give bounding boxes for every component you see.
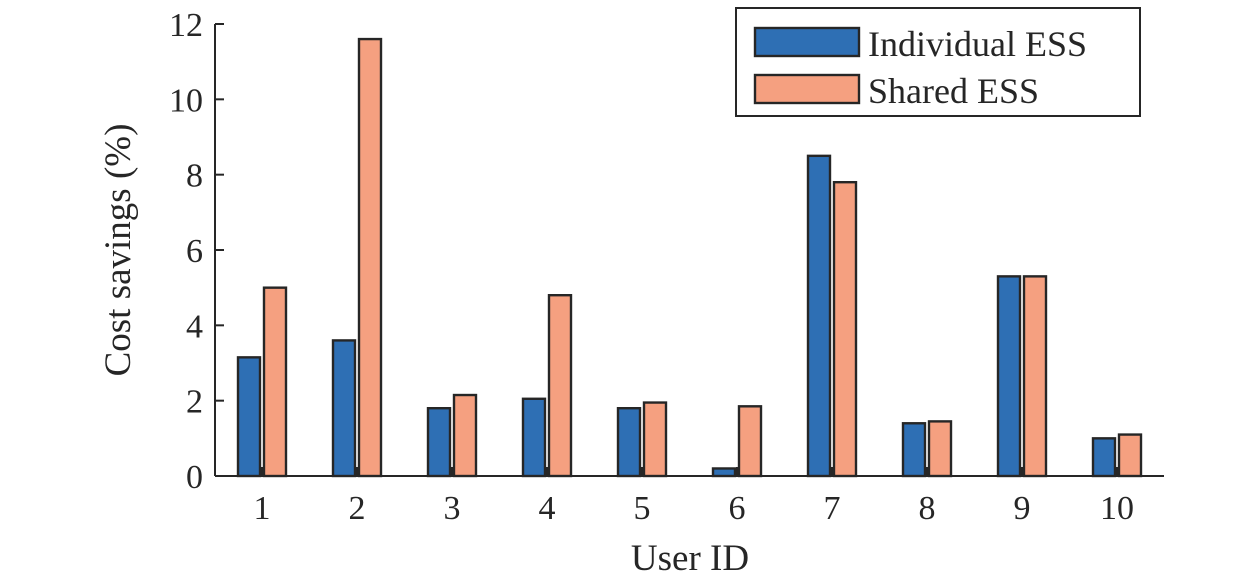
bar-individual-ess-user-7	[806, 154, 832, 478]
bar-shared-ess-user-5	[642, 401, 668, 478]
bar-shared-ess-user-6	[737, 405, 763, 478]
legend-label-individual-ess: Individual ESS	[868, 24, 1087, 64]
y-tick-label: 8	[186, 158, 203, 195]
bar-shared-ess-user-3	[452, 393, 478, 478]
bar-individual-ess-user-10	[1091, 437, 1117, 478]
bar-individual-ess-user-1	[236, 356, 262, 478]
x-tick-label: 10	[1100, 490, 1134, 527]
x-tick-label: 1	[254, 490, 271, 527]
x-tick-label: 7	[824, 490, 841, 527]
bar-individual-ess-user-5	[616, 407, 642, 478]
bar-shared-ess-user-8	[927, 420, 953, 478]
x-tick-label: 6	[729, 490, 746, 527]
y-ticks: 0 2 4 6 8 10 12	[169, 7, 224, 496]
x-tick-label: 9	[1014, 490, 1031, 527]
y-tick-label: 12	[169, 7, 203, 44]
y-tick-label: 6	[186, 233, 203, 270]
y-tick-label: 10	[169, 82, 203, 119]
y-tick-label: 2	[186, 384, 203, 421]
x-tick-label: 4	[539, 490, 556, 527]
bar-shared-ess-user-1	[262, 286, 288, 478]
x-tick-label: 5	[634, 490, 651, 527]
legend-label-shared-ess: Shared ESS	[868, 71, 1039, 111]
y-tick-label: 4	[186, 308, 203, 345]
bar-individual-ess-user-8	[901, 422, 927, 478]
bar-shared-ess-user-4	[547, 294, 573, 478]
legend-swatch-shared-ess	[753, 73, 861, 105]
bar-individual-ess-user-2	[331, 339, 357, 478]
bar-individual-ess-user-9	[996, 275, 1022, 478]
bar-shared-ess-user-7	[832, 180, 858, 478]
legend-swatch-individual-ess	[753, 26, 861, 58]
bar-individual-ess-user-3	[426, 407, 452, 478]
y-axis-title: Cost savings (%)	[98, 124, 139, 377]
x-ticks: 1 2 3 4 5 6 7 8 9 10	[254, 467, 1134, 527]
x-tick-label: 2	[349, 490, 366, 527]
x-axis-title: User ID	[631, 538, 749, 579]
bar-shared-ess-user-2	[357, 37, 383, 478]
bar-shared-ess-user-10	[1117, 433, 1143, 478]
y-tick-label: 0	[186, 459, 203, 496]
legend: Individual ESS Shared ESS	[735, 7, 1141, 117]
bar-individual-ess-user-6	[711, 467, 737, 478]
x-tick-label: 3	[444, 490, 461, 527]
bar-shared-ess-user-9	[1022, 275, 1048, 478]
bar-individual-ess-user-4	[521, 397, 547, 478]
x-tick-label: 8	[919, 490, 936, 527]
bars-layer	[236, 37, 1143, 478]
